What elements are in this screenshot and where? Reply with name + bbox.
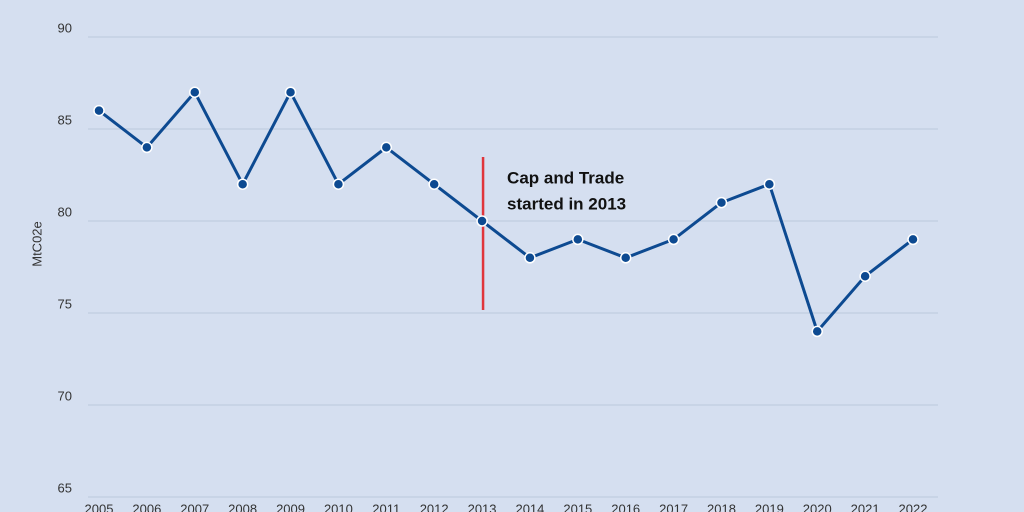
data-point — [619, 252, 632, 264]
data-point — [428, 178, 440, 190]
x-tick-label: 2013 — [468, 501, 497, 512]
x-tick-label: 2016 — [611, 501, 640, 512]
data-point — [380, 141, 393, 154]
x-tick-label: 2019 — [755, 501, 784, 512]
x-tick-label: 2011 — [372, 501, 400, 512]
x-tick-label: 2017 — [659, 501, 688, 512]
x-tick-label: 2005 — [85, 501, 114, 512]
y-axis-label: MtC02e — [29, 221, 44, 267]
y-tick-label: 85 — [58, 112, 72, 127]
data-point — [141, 141, 153, 154]
data-point — [93, 104, 105, 117]
x-tick-label: 2010 — [324, 501, 353, 512]
x-tick-label: 2007 — [180, 501, 209, 512]
series-line — [98, 90, 914, 333]
y-tick-label: 65 — [58, 480, 72, 495]
x-tick-label: 2022 — [899, 501, 928, 512]
data-point — [859, 270, 871, 282]
x-tick-label: 2012 — [420, 501, 449, 512]
data-point — [572, 233, 584, 246]
x-tick-label: 2021 — [851, 501, 880, 512]
annotation-text: Cap and Trade — [507, 168, 624, 187]
x-tick-label: 2018 — [707, 501, 736, 512]
x-tick-label: 2009 — [276, 501, 305, 512]
data-point — [667, 233, 680, 246]
data-point — [332, 178, 345, 190]
y-tick-label: 75 — [58, 296, 72, 311]
data-point — [189, 86, 201, 98]
data-point — [763, 178, 776, 190]
y-tick-label: 70 — [58, 388, 72, 403]
y-tick-label: 90 — [58, 20, 72, 35]
y-tick-label: 80 — [58, 204, 72, 219]
x-tick-label: 2015 — [563, 501, 592, 512]
data-point — [476, 215, 488, 227]
data-point — [907, 233, 919, 246]
data-point — [236, 178, 249, 190]
x-tick-label: 2008 — [228, 501, 257, 512]
x-tick-label: 2006 — [132, 501, 161, 512]
data-point — [284, 86, 297, 98]
data-point — [524, 252, 536, 264]
data-point — [715, 196, 728, 209]
data-point — [811, 325, 823, 338]
x-tick-label: 2014 — [515, 501, 544, 512]
annotation-text: started in 2013 — [507, 194, 626, 213]
x-tick-label: 2020 — [803, 501, 832, 512]
